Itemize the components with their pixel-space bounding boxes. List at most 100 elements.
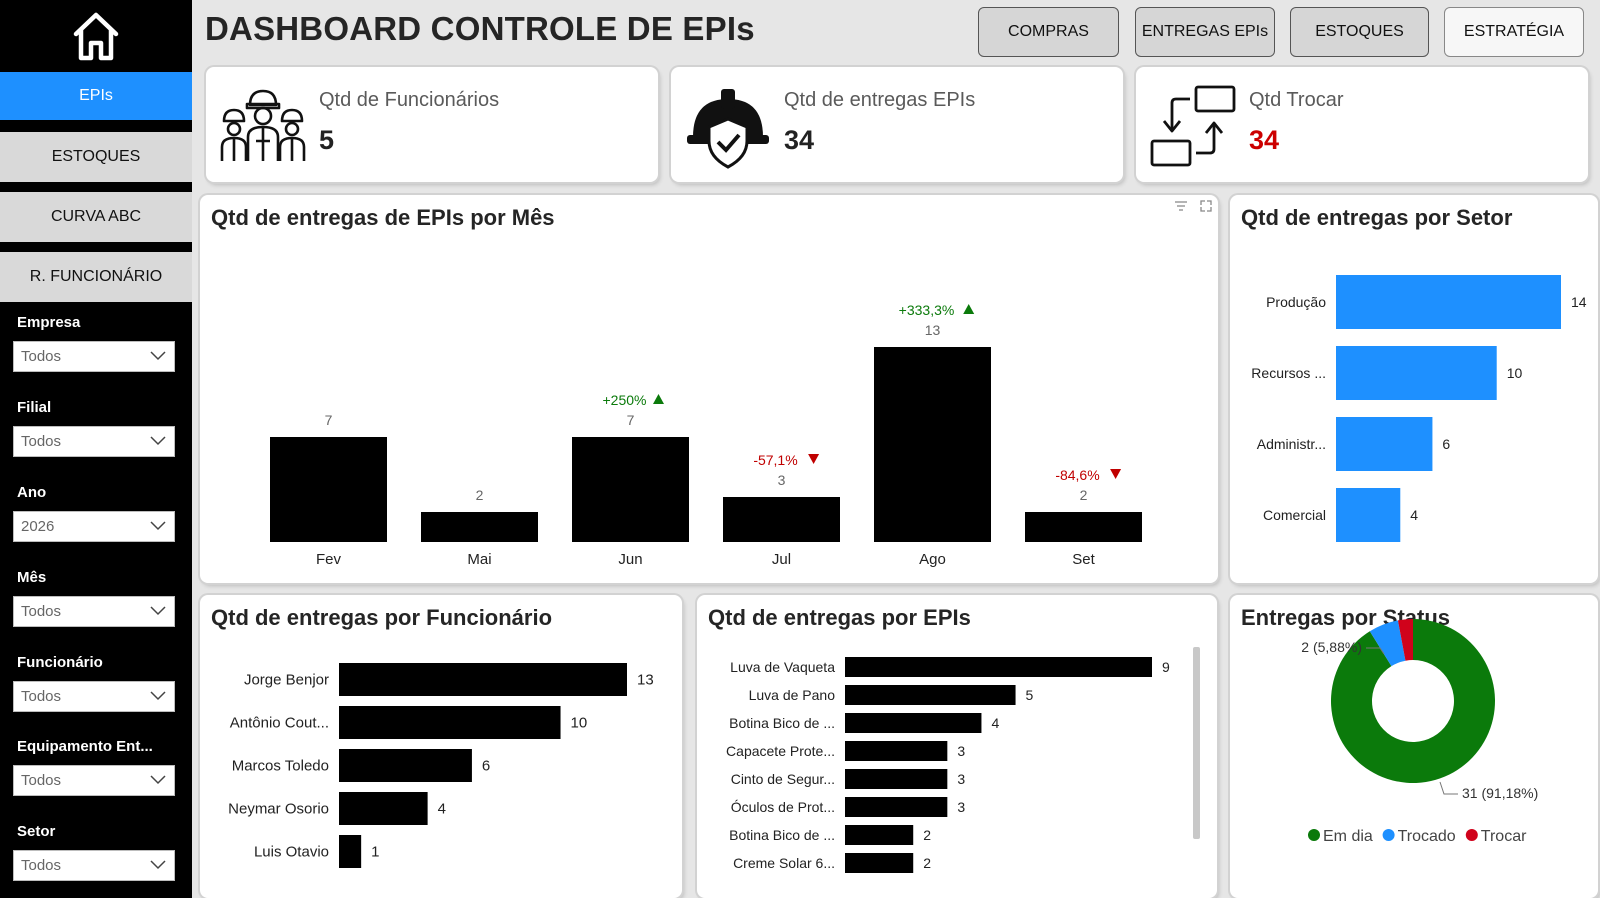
- status-deliveries-panel: Entregas por Status 2 (5,88%) 31 (91,18%)…: [1230, 595, 1598, 898]
- donut-slice[interactable]: [1331, 619, 1495, 783]
- filter-label-mes: Mês: [17, 569, 47, 586]
- kpi-label: Qtd de entregas EPIs: [784, 89, 976, 111]
- category-label: Luis Otavio: [254, 844, 329, 861]
- select-value: Todos: [21, 857, 62, 874]
- down-arrow-icon: [1110, 469, 1122, 479]
- select-value: Todos: [21, 433, 62, 450]
- bar[interactable]: [874, 347, 991, 542]
- nav-item-r-funcionario[interactable]: R. FUNCIONÁRIO: [0, 252, 192, 302]
- data-label: 10: [571, 715, 588, 732]
- donut-slice[interactable]: [1397, 619, 1413, 661]
- x-tick-label: Jul: [772, 551, 791, 568]
- x-tick-label: Jun: [618, 551, 642, 568]
- category-label: Marcos Toledo: [232, 758, 329, 775]
- bar[interactable]: [723, 497, 840, 542]
- select-value: Todos: [21, 603, 62, 620]
- legend-marker: [1382, 829, 1395, 841]
- data-label: 2 (5,88%): [1301, 639, 1362, 655]
- bar[interactable]: [339, 835, 362, 868]
- bar[interactable]: [845, 853, 914, 873]
- data-label: 3: [957, 743, 965, 759]
- change-label: +333,3%: [899, 302, 955, 318]
- donut-slice[interactable]: [1369, 620, 1406, 667]
- data-label: 7: [325, 412, 333, 428]
- bar[interactable]: [1336, 417, 1433, 471]
- nav-item-curva-abc[interactable]: CURVA ABC: [0, 192, 192, 242]
- data-label: 14: [1571, 294, 1587, 310]
- bar[interactable]: [1025, 512, 1142, 542]
- panel-title: Qtd de entregas de EPIs por Mês: [211, 205, 555, 230]
- equipamento-select[interactable]: Todos: [13, 765, 175, 796]
- bar[interactable]: [572, 437, 689, 542]
- bar[interactable]: [845, 685, 1016, 705]
- data-label: 31 (91,18%): [1462, 785, 1538, 801]
- bar[interactable]: [845, 769, 948, 789]
- epi-bar-chart: Luva de Vaqueta 9 Luva de Pano 5 Botina Bico…: [726, 657, 1170, 873]
- data-label: 5: [1026, 687, 1034, 703]
- safety-helmet-shield-icon: [687, 89, 769, 169]
- down-arrow-icon: [808, 454, 820, 464]
- filter-label-equipamento: Equipamento Ent...: [17, 738, 153, 755]
- category-label: Cinto de Segur...: [731, 771, 835, 787]
- up-arrow-icon: [653, 394, 664, 404]
- entregas-epis-button[interactable]: ENTREGAS EPIs: [1135, 7, 1275, 57]
- filter-icon[interactable]: [1174, 200, 1188, 212]
- category-label: Botina Bico de ...: [729, 715, 835, 731]
- mes-select[interactable]: Todos: [13, 596, 175, 627]
- sector-bar-chart: Produção 14 Recursos ... 10 Administr... 6 Com…: [1251, 275, 1587, 542]
- bar[interactable]: [1336, 488, 1401, 542]
- bar[interactable]: [339, 663, 627, 696]
- bar[interactable]: [845, 825, 914, 845]
- nav-item-epis[interactable]: EPIs: [0, 72, 192, 120]
- scrollbar[interactable]: [1193, 647, 1200, 839]
- ano-select[interactable]: 2026: [13, 511, 175, 542]
- category-label: Botina Bico de ...: [729, 827, 835, 843]
- home-button[interactable]: [0, 0, 192, 72]
- bar[interactable]: [845, 657, 1152, 677]
- data-label: 10: [1507, 365, 1523, 381]
- panel-title: Qtd de entregas por Setor: [1241, 205, 1513, 230]
- setor-select[interactable]: Todos: [13, 850, 175, 881]
- data-label: 9: [1162, 659, 1170, 675]
- data-label: 6: [1442, 436, 1450, 452]
- estoques-button[interactable]: ESTOQUES: [1290, 7, 1429, 57]
- category-label: Antônio Cout...: [230, 715, 329, 732]
- category-label: Capacete Prote...: [726, 743, 835, 759]
- sidebar: EPIs ESTOQUES CURVA ABC R. FUNCIONÁRIO E…: [0, 0, 192, 898]
- kpi-card-funcionarios: Qtd de Funcionários 5: [206, 67, 658, 182]
- estrategia-button[interactable]: ESTRATÉGIA: [1444, 7, 1584, 57]
- compras-button[interactable]: COMPRAS: [978, 7, 1119, 57]
- bar[interactable]: [1336, 346, 1497, 400]
- bar[interactable]: [1336, 275, 1561, 329]
- bar[interactable]: [339, 749, 472, 782]
- chevron-down-icon: [150, 691, 166, 701]
- funcionario-select[interactable]: Todos: [13, 681, 175, 712]
- leader-line: [1366, 647, 1385, 655]
- bar[interactable]: [845, 797, 948, 817]
- chevron-down-icon: [150, 606, 166, 616]
- bar[interactable]: [421, 512, 538, 542]
- filial-select[interactable]: Todos: [13, 426, 175, 457]
- page-title: DASHBOARD CONTROLE DE EPIs: [205, 10, 755, 47]
- chevron-down-icon: [150, 436, 166, 446]
- x-tick-label: Set: [1072, 551, 1095, 568]
- data-label: 3: [957, 771, 965, 787]
- bar[interactable]: [845, 741, 948, 761]
- legend-label: Trocar: [1481, 828, 1527, 845]
- data-label: 4: [991, 715, 999, 731]
- bar[interactable]: [339, 706, 561, 739]
- legend-marker: [1465, 829, 1478, 841]
- filter-label-filial: Filial: [17, 399, 52, 416]
- data-label: 2: [923, 855, 931, 871]
- bar[interactable]: [270, 437, 387, 542]
- status-donut-chart: 2 (5,88%) 31 (91,18%) Em dia Trocado Trocar: [1301, 619, 1538, 845]
- bar[interactable]: [845, 713, 982, 733]
- epi-deliveries-panel: Qtd de entregas por EPIs Luva de Vaqueta…: [697, 595, 1217, 898]
- empresa-select[interactable]: Todos: [13, 341, 175, 372]
- nav-item-estoques[interactable]: ESTOQUES: [0, 132, 192, 182]
- bar[interactable]: [339, 792, 428, 825]
- legend-label: Em dia: [1323, 828, 1373, 845]
- expand-icon[interactable]: [1199, 199, 1213, 213]
- kpi-label: Qtd Trocar: [1249, 89, 1344, 111]
- home-icon: [73, 12, 119, 61]
